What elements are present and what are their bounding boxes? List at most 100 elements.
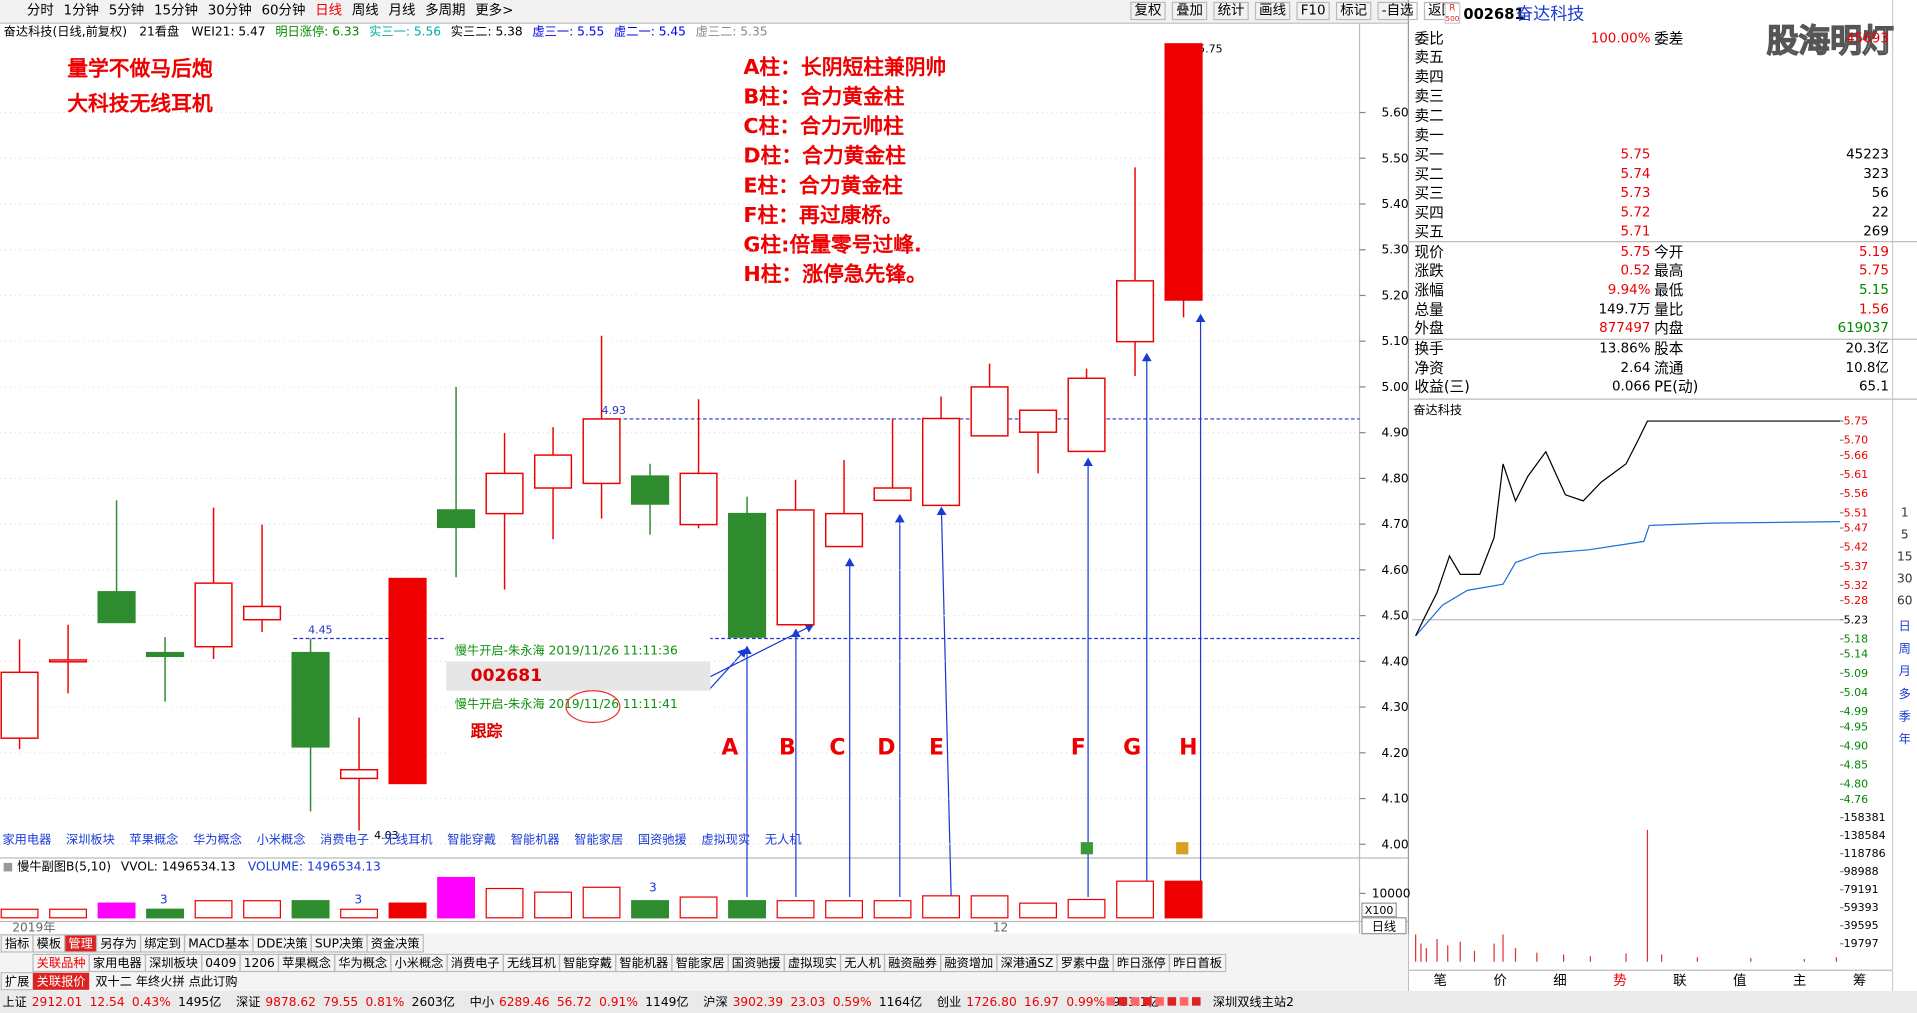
period-tab[interactable]: 15分钟 <box>154 1 198 18</box>
tab[interactable]: 绑定到 <box>144 935 181 950</box>
volume-bar <box>728 900 767 919</box>
sector-tab[interactable]: 融资融券 <box>888 955 937 970</box>
toolbar-button[interactable]: 统计 <box>1218 2 1245 18</box>
concept-link[interactable]: 家用电器 <box>2 832 51 847</box>
candle-body <box>582 418 621 485</box>
sector-tab[interactable]: 融资增加 <box>944 955 993 970</box>
concept-link[interactable]: 苹果概念 <box>130 832 179 847</box>
sector-tab[interactable]: 昨日首板 <box>1173 956 1222 970</box>
toolbar-button[interactable]: 叠加 <box>1176 2 1203 18</box>
track-button[interactable]: 跟踪 <box>471 722 503 741</box>
promo-link[interactable]: 双十二 年终火拼 点此订购 <box>95 973 237 988</box>
panel-tab[interactable]: 笔 <box>1433 973 1446 989</box>
toolbar-icon[interactable]: 季 <box>1899 709 1911 723</box>
toolbar-button[interactable]: 标记 <box>1340 2 1367 18</box>
period-tab[interactable]: 5分钟 <box>109 1 144 18</box>
tab[interactable]: 管理 <box>68 935 92 950</box>
period-tab[interactable]: 30分钟 <box>208 1 252 18</box>
toolbar-icon[interactable]: 60 <box>1897 593 1913 607</box>
toolbar-button[interactable]: 画线 <box>1259 2 1286 18</box>
indicator-value: 虚三二: 5.35 <box>696 25 768 39</box>
period-tab[interactable]: 多周期 <box>425 1 465 18</box>
concept-link[interactable]: 智能机器 <box>511 832 560 847</box>
concept-link[interactable]: 深圳板块 <box>66 833 115 847</box>
sector-tab[interactable]: 关联品种 <box>37 956 86 970</box>
concept-link[interactable]: 消费电子 <box>320 833 369 847</box>
status-light <box>1106 997 1115 1006</box>
sector-tab[interactable]: 家用电器 <box>93 955 142 970</box>
sector-tab[interactable]: 0409 <box>205 956 236 970</box>
toolbar-button[interactable]: F10 <box>1301 3 1326 18</box>
panel-tab[interactable]: 细 <box>1553 973 1566 989</box>
concept-link[interactable]: 智能家居 <box>574 832 623 847</box>
sector-tab[interactable]: 深圳板块 <box>149 956 198 970</box>
tab[interactable]: SUP决策 <box>315 935 363 950</box>
panel-tab[interactable]: 值 <box>1733 973 1746 989</box>
concept-link[interactable]: 华为概念 <box>193 832 242 847</box>
tab[interactable]: 资金决策 <box>371 935 420 950</box>
toolbar-icon[interactable]: 30 <box>1897 572 1913 586</box>
signal-icon <box>1080 842 1093 855</box>
tab[interactable]: 模板 <box>37 936 61 950</box>
tab[interactable]: 关联报价 <box>37 973 86 988</box>
period-tab[interactable]: 周线 <box>352 2 379 18</box>
toolbar-icon[interactable]: 多 <box>1899 687 1911 701</box>
candle-body <box>242 605 282 621</box>
tab[interactable]: 指标 <box>5 935 29 950</box>
period-tab[interactable]: 月线 <box>389 2 416 18</box>
concept-link[interactable]: 智能穿戴 <box>447 832 496 847</box>
concept-link[interactable]: 国资驰援 <box>638 833 687 847</box>
toolbar-icon[interactable]: 5 <box>1901 528 1909 542</box>
sector-tab[interactable]: 智能穿戴 <box>563 955 612 970</box>
volume-bar <box>0 908 39 919</box>
tab[interactable]: MACD基本 <box>188 936 249 950</box>
bid-price: 5.73 <box>1621 186 1651 201</box>
sector-tab[interactable]: 虚拟现实 <box>788 955 837 970</box>
panel-tab[interactable]: 势 <box>1613 973 1626 989</box>
toolbar-button[interactable]: -自选 <box>1382 2 1414 18</box>
period-tab[interactable]: 1分钟 <box>64 1 99 18</box>
concept-link[interactable]: 虚拟现实 <box>701 832 750 847</box>
toolbar-button[interactable]: 复权 <box>1135 1 1162 18</box>
tab[interactable]: 扩展 <box>5 974 29 988</box>
intraday-tick-label: 5.28 <box>1844 594 1868 607</box>
concept-link[interactable]: 小米概念 <box>257 832 306 847</box>
sector-tab[interactable]: 苹果概念 <box>282 955 331 970</box>
y-tick-label: 5.60 <box>1382 106 1409 120</box>
period-tab[interactable]: 60分钟 <box>261 1 305 18</box>
market-value: 12.54 <box>90 995 125 1009</box>
tab[interactable]: 另存为 <box>100 936 137 950</box>
sector-tab[interactable]: 智能家居 <box>676 955 725 970</box>
sector-tab[interactable]: 无线耳机 <box>507 956 556 970</box>
sector-tab[interactable]: 智能机器 <box>619 955 668 970</box>
period-tab[interactable]: 分时 <box>27 2 54 18</box>
toolbar-icon[interactable]: 日 <box>1899 619 1911 633</box>
sector-tab[interactable]: 1206 <box>244 956 275 970</box>
period-tab[interactable]: 日线 <box>315 2 342 18</box>
panel-tab[interactable]: 价 <box>1493 974 1507 989</box>
toolbar-icon[interactable]: 15 <box>1897 550 1913 564</box>
sector-tab[interactable]: 罗素中盘 <box>1061 955 1110 970</box>
toolbar-icon[interactable]: 年 <box>1899 732 1911 746</box>
sector-tab[interactable]: 深港通SZ <box>1001 956 1054 970</box>
concept-link[interactable]: 无人机 <box>765 833 802 847</box>
sector-tab[interactable]: 消费电子 <box>451 956 500 970</box>
bid-volume: 45223 <box>1846 148 1889 163</box>
concept-link[interactable]: 无线耳机 <box>384 833 433 847</box>
toolbar-icon[interactable]: 周 <box>1899 642 1911 656</box>
period-tab[interactable]: 更多> <box>475 1 513 18</box>
sector-tab[interactable]: 国资驰援 <box>732 956 781 970</box>
panel-tab[interactable]: 联 <box>1673 973 1686 989</box>
toolbar-icon[interactable]: 月 <box>1899 664 1911 678</box>
tab[interactable]: DDE决策 <box>257 935 308 950</box>
sector-tab[interactable]: 华为概念 <box>338 955 387 970</box>
popup-row <box>446 661 711 691</box>
toolbar-icon[interactable]: 1 <box>1901 506 1909 520</box>
sector-tab[interactable]: 昨日涨停 <box>1117 955 1166 970</box>
sector-tab[interactable]: 小米概念 <box>395 955 444 970</box>
panel-tab[interactable]: 筹 <box>1853 972 1866 989</box>
panel-tab[interactable]: 主 <box>1793 973 1806 989</box>
alert-code[interactable]: 002681 <box>471 666 542 686</box>
market-value: 2912.01 <box>32 995 83 1009</box>
sector-tab[interactable]: 无人机 <box>844 956 881 970</box>
